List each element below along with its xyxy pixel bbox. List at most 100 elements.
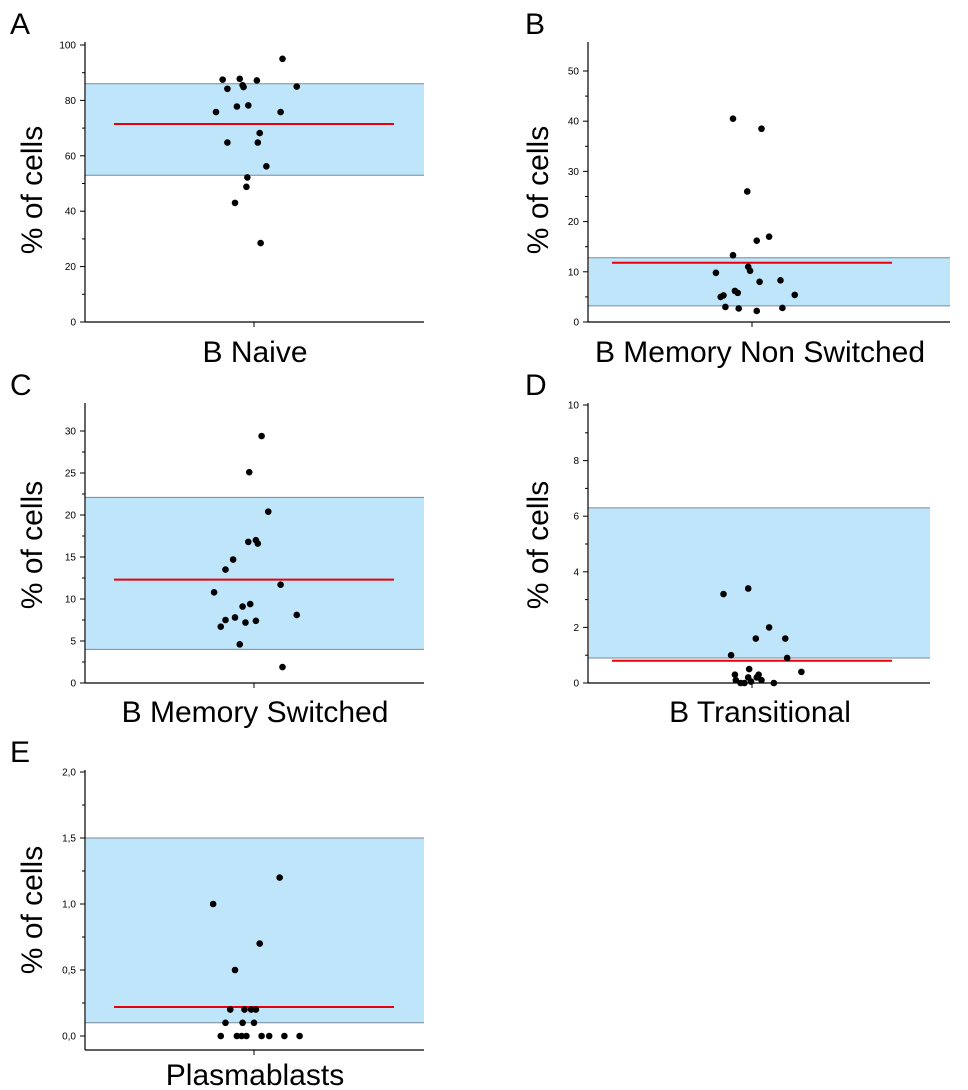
data-point: [212, 108, 220, 116]
y-tick-label: 40: [568, 117, 580, 128]
data-point: [210, 588, 218, 596]
data-point: [734, 289, 742, 297]
data-point: [279, 663, 286, 671]
y-tick-label: 1,0: [62, 900, 76, 911]
data-point: [236, 75, 244, 83]
data-point: [231, 966, 239, 974]
data-point: [241, 1006, 248, 1013]
data-point: [720, 292, 727, 299]
data-point: [743, 188, 751, 195]
data-point: [276, 874, 283, 881]
data-point: [722, 303, 729, 311]
data-point: [231, 199, 239, 207]
y-tick-label: 30: [568, 167, 580, 178]
x-axis-label: Plasmablasts: [166, 1059, 344, 1090]
y-tick-label: 10: [65, 595, 77, 606]
data-point: [753, 237, 761, 244]
data-point: [254, 540, 262, 547]
x-axis-label: B Memory Non Switched: [595, 336, 925, 369]
y-tick-label: 4: [573, 567, 579, 578]
y-tick-label: 30: [65, 427, 77, 438]
y-tick-label: 0: [70, 679, 76, 690]
y-tick-label: 5: [70, 637, 76, 648]
y-tick-label: 6: [573, 512, 579, 523]
data-point: [243, 1032, 250, 1040]
data-point: [250, 1019, 258, 1027]
data-point: [744, 585, 752, 592]
data-point: [729, 251, 737, 259]
y-tick-label: 0,0: [62, 1032, 76, 1043]
y-tick-label: 20: [65, 262, 77, 273]
x-axis-label: B Naive: [202, 336, 307, 369]
panel-d: 0 2 4 6 8 10 D % of cells B Transitional: [522, 369, 930, 729]
y-tick-label: 8: [573, 456, 579, 467]
panel-letter: A: [10, 8, 30, 41]
y-tick-label: 2: [573, 623, 579, 634]
data-point: [758, 676, 765, 684]
panel-e: 0,0 0,5 1,0 1,5 2,0 E % of cells Plasmablasts: [10, 736, 424, 1090]
panel-letter: C: [10, 369, 32, 402]
y-tick-label: 10: [568, 267, 580, 278]
data-point: [277, 581, 284, 589]
data-point: [247, 1006, 255, 1013]
data-point: [735, 305, 742, 312]
data-point: [244, 174, 251, 181]
data-point: [254, 139, 262, 146]
data-point: [783, 654, 791, 662]
data-point: [264, 508, 272, 515]
y-tick-label: 25: [65, 469, 77, 480]
data-point: [279, 55, 286, 63]
reference-band: [86, 83, 424, 176]
data-point: [222, 566, 229, 573]
data-point: [293, 611, 301, 619]
data-point: [779, 304, 786, 312]
panel-b: 0 10 20 30 40 50 B % of cells B Memory Non Switc…: [522, 8, 950, 369]
data-point: [245, 468, 253, 476]
data-point: [219, 76, 226, 83]
data-point: [746, 267, 754, 275]
data-point: [229, 556, 237, 563]
data-point: [222, 616, 229, 624]
panel-a: 0 20 40 60 80 100 A % of cells B Naive: [10, 8, 424, 369]
data-point: [765, 624, 773, 631]
data-point: [226, 1006, 234, 1013]
data-point: [245, 102, 252, 109]
data-point: [233, 103, 241, 110]
data-point: [781, 635, 789, 642]
data-point: [256, 940, 264, 947]
y-axis-label: % of cells: [16, 481, 49, 609]
data-point: [256, 129, 264, 137]
data-point: [770, 679, 778, 687]
data-point: [209, 900, 217, 908]
data-point: [236, 641, 244, 648]
data-point: [245, 538, 252, 546]
data-point: [777, 277, 784, 284]
reference-band: [589, 507, 930, 658]
data-point: [296, 1032, 303, 1040]
data-point: [263, 163, 270, 170]
y-tick-label: 40: [65, 207, 77, 218]
reference-band: [86, 838, 424, 1023]
y-tick-label: 0: [573, 679, 579, 690]
panel-c: 0 5 10 15 20 25 30 C % of cells B Memory Switched: [10, 369, 424, 729]
data-point: [720, 590, 727, 598]
y-tick-label: 10: [568, 401, 580, 412]
data-point: [755, 671, 762, 678]
panel-letter: B: [525, 8, 545, 41]
y-axis-label: % of cells: [522, 126, 555, 254]
data-point: [239, 603, 246, 610]
data-point: [293, 83, 301, 90]
data-point: [731, 671, 739, 678]
data-point: [258, 1032, 265, 1040]
data-point: [265, 1032, 273, 1040]
data-point: [240, 83, 247, 91]
data-point: [753, 307, 761, 315]
data-point: [756, 278, 763, 286]
data-point: [765, 233, 773, 240]
data-point: [238, 1032, 245, 1040]
y-tick-label: 20: [65, 511, 77, 522]
y-axis-label: % of cells: [522, 481, 555, 609]
data-point: [281, 1032, 288, 1040]
data-point: [231, 614, 239, 621]
